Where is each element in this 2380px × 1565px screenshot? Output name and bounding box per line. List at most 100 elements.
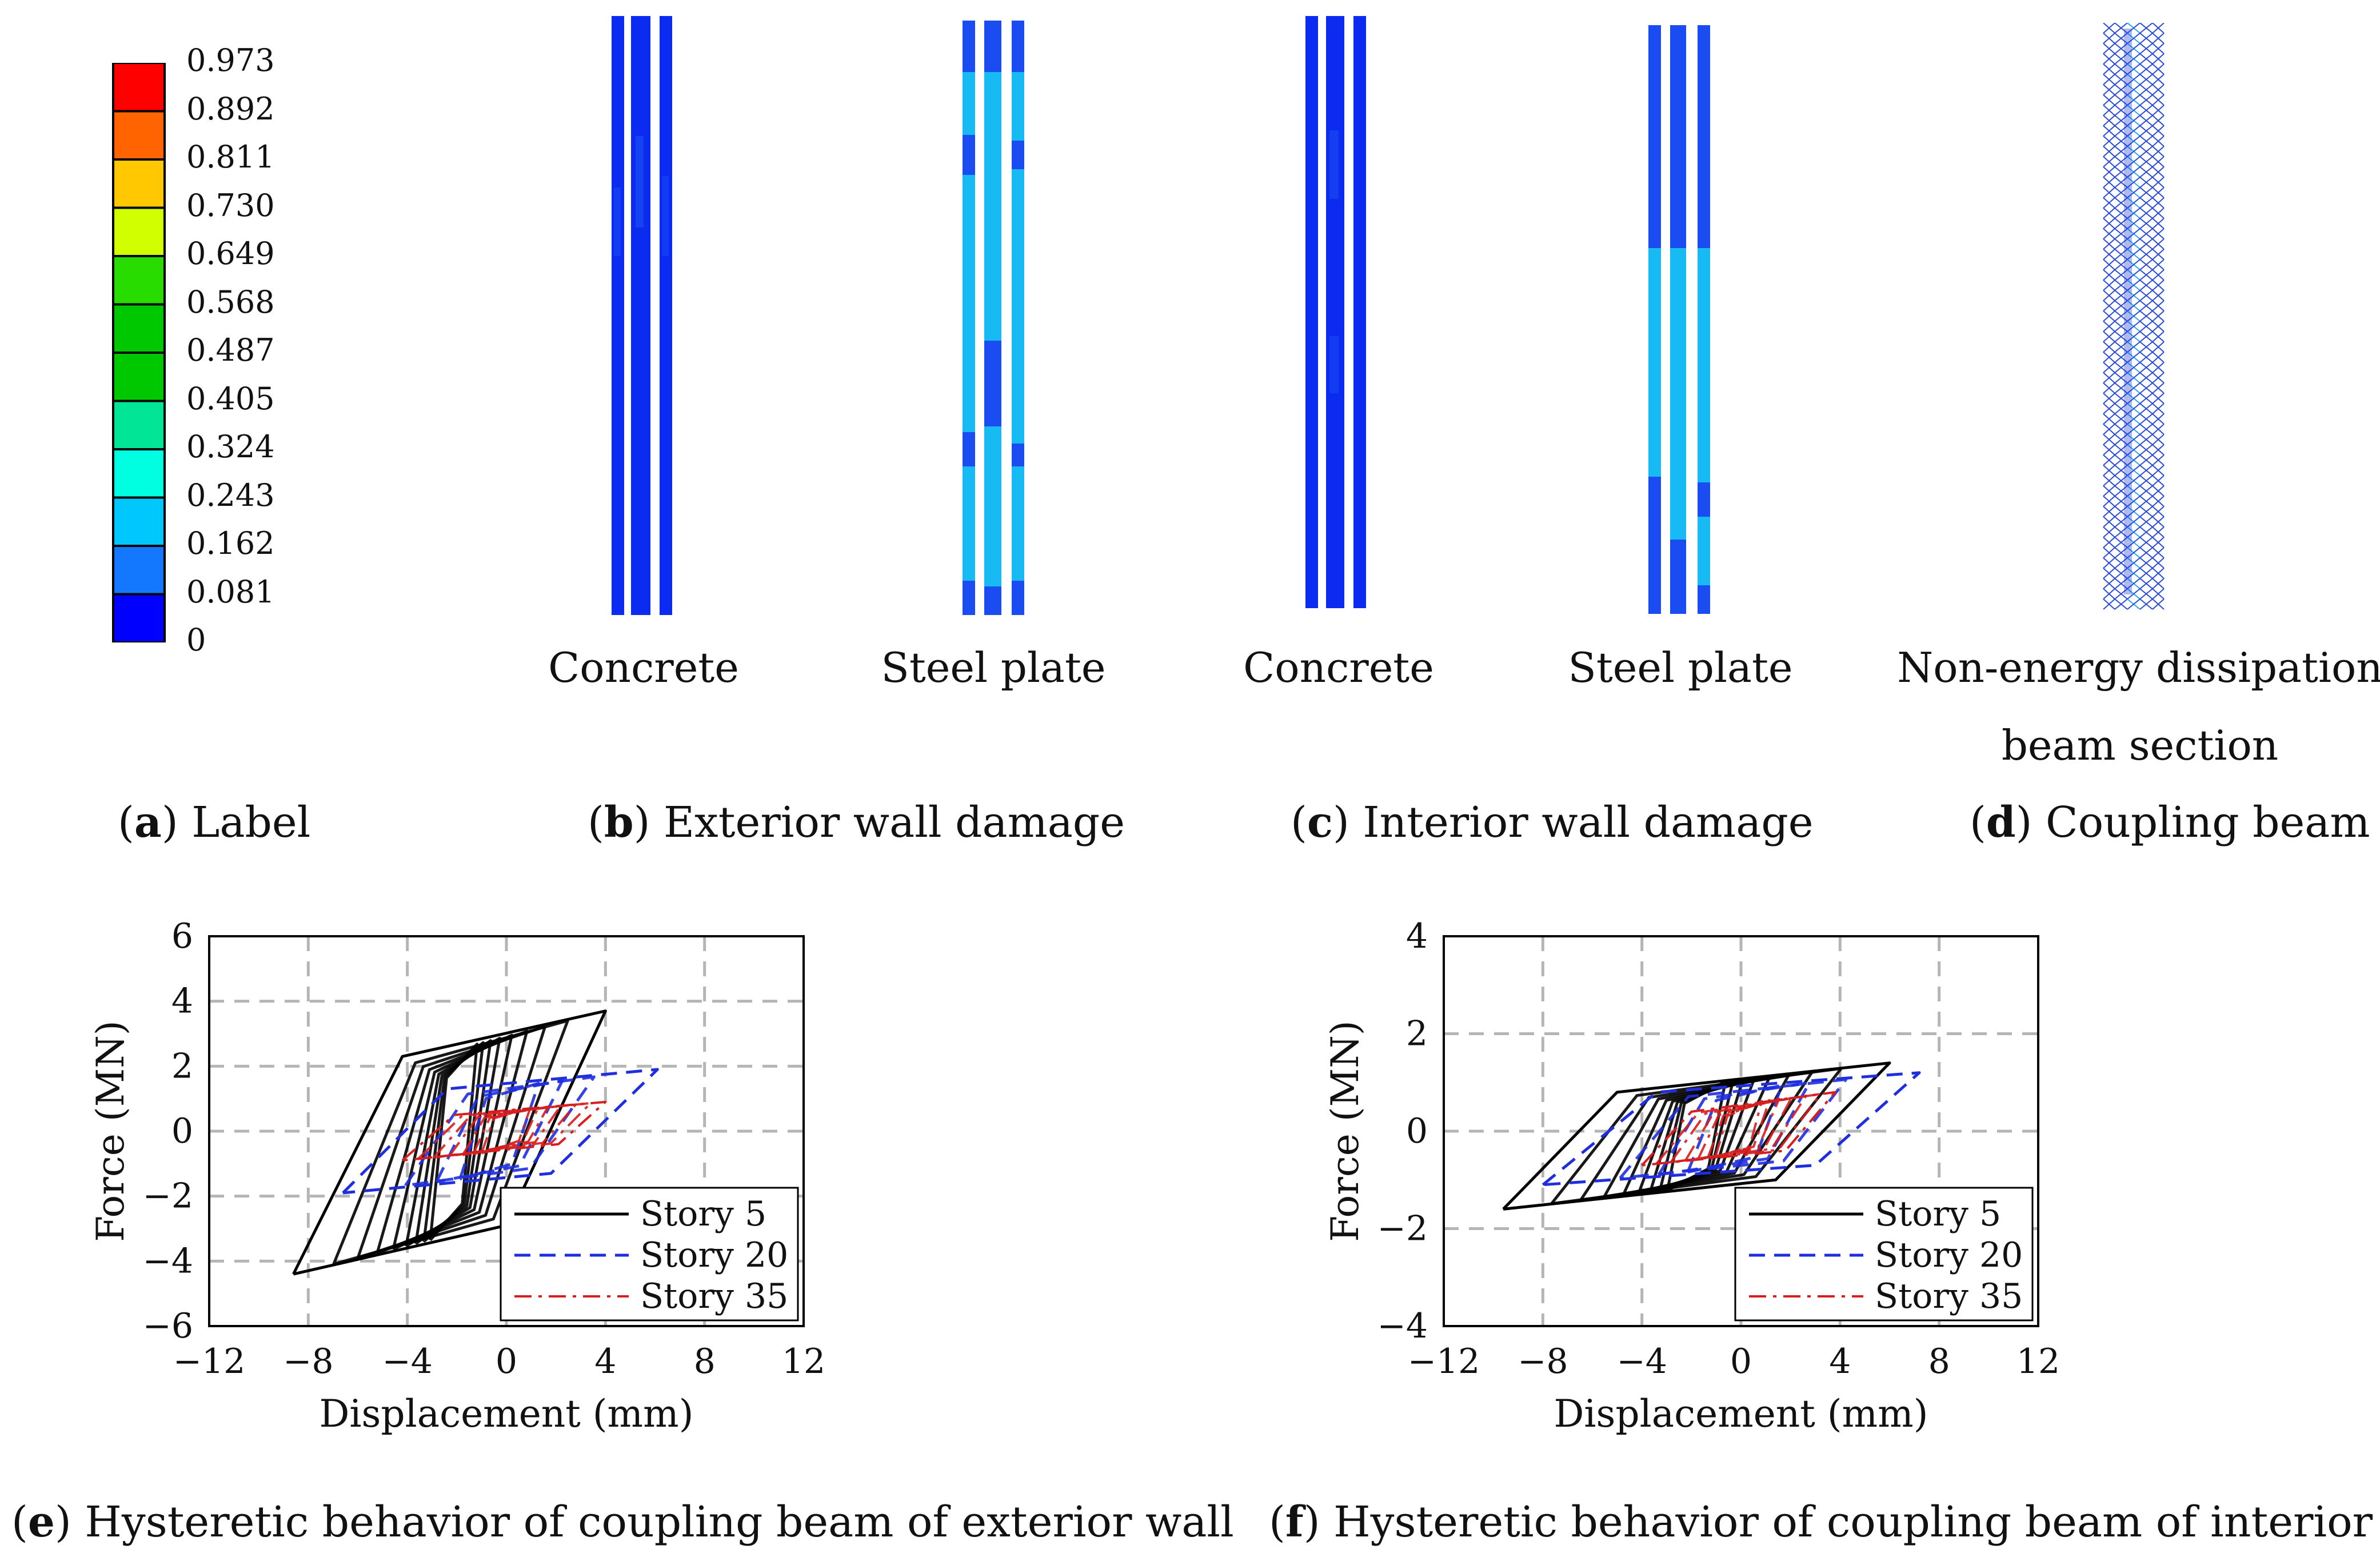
- hysteresis-cycle: [417, 1102, 592, 1160]
- caption-a: (a) Label: [118, 798, 311, 847]
- wall-strip: [1353, 16, 1366, 608]
- y-tick-label: −6: [143, 1306, 193, 1346]
- caption-d: (d) Coupling beam: [1970, 798, 2370, 847]
- colorbar-value: 0.081: [186, 573, 275, 610]
- wall-strip: [631, 16, 650, 615]
- series-story-35: [1641, 1091, 1836, 1167]
- hysteresis-cycle: [332, 1019, 569, 1265]
- y-tick-label: 2: [1406, 1014, 1428, 1054]
- colorbar-swatch: [112, 448, 166, 499]
- colorbar-swatch: [112, 303, 166, 354]
- legend-label: Story 35: [640, 1276, 788, 1316]
- caption-f: (f) Hysteretic behavior of coupling beam…: [1269, 1498, 2380, 1547]
- x-tick-label: 12: [2016, 1342, 2060, 1382]
- x-tick-label: −12: [173, 1342, 246, 1382]
- colorbar-value: 0.892: [186, 90, 275, 127]
- colorbar-value: 0: [186, 622, 206, 658]
- legend-label: Story 5: [640, 1194, 766, 1234]
- colorbar: [112, 62, 166, 644]
- x-tick-label: 12: [782, 1342, 825, 1382]
- colorbar-value: 0.649: [186, 235, 275, 272]
- colorbar-swatch: [112, 62, 166, 113]
- wall-strip: [1326, 16, 1344, 608]
- interior-concrete-wall: [1305, 16, 1366, 608]
- y-tick-label: −4: [143, 1241, 193, 1281]
- y-tick-label: 6: [171, 916, 193, 956]
- colorbar-value: 0.811: [186, 139, 275, 175]
- y-tick-label: 0: [1406, 1111, 1428, 1151]
- y-tick-label: 4: [1406, 916, 1428, 956]
- envelope-loop: [401, 1100, 607, 1162]
- hysteresis-cycle: [356, 1025, 547, 1260]
- y-tick-label: 4: [171, 981, 193, 1021]
- x-tick-label: 8: [694, 1342, 716, 1382]
- y-axis-title: Force (MN): [1323, 1020, 1367, 1241]
- wall-strip: [1305, 16, 1318, 608]
- wall-strip: [963, 21, 975, 615]
- envelope-loop: [1502, 1061, 1891, 1211]
- y-tick-label: 0: [171, 1111, 193, 1151]
- hysteresis-cycle: [1579, 1070, 1814, 1202]
- plot-frame: [208, 935, 805, 1327]
- colorbar-swatch: [112, 255, 166, 306]
- beam-label-line2: beam section: [2001, 721, 2279, 769]
- caption-c: (c) Interior wall damage: [1291, 798, 1814, 847]
- exterior-steel-label: Steel plate: [881, 644, 1106, 692]
- series-story-35: [401, 1100, 607, 1162]
- wall-strip: [1012, 21, 1024, 615]
- hysteresis-cycle: [461, 1105, 549, 1156]
- x-tick-label: 0: [1730, 1342, 1752, 1382]
- hysteresis-cycle: [458, 1081, 540, 1181]
- colorbar-swatch: [112, 545, 166, 596]
- x-tick-label: 4: [594, 1342, 616, 1382]
- exterior-steel-wall: [963, 21, 1024, 615]
- legend-label: Story 35: [1875, 1276, 2023, 1316]
- wall-strip: [984, 21, 1001, 615]
- colorbar-value: 0.405: [186, 380, 275, 417]
- colorbar-value: 0.730: [186, 187, 275, 223]
- hysteresis-cycle: [376, 1029, 529, 1255]
- x-tick-label: −12: [1408, 1342, 1480, 1382]
- interior-concrete-label: Concrete: [1243, 644, 1434, 692]
- plot-frame: [1443, 935, 2039, 1327]
- interior-steel-label: Steel plate: [1568, 644, 1793, 692]
- hysteresis-cycle: [1670, 1094, 1807, 1164]
- beam-label-line1: Non-energy dissipation: [1897, 644, 2380, 692]
- colorbar-swatches: [112, 62, 166, 644]
- chart-exterior-hysteresis: −12 −8 −4 0 4 8 12 −6 −4 −2 0 2 4 6 Displacement (mm) F…: [89, 916, 825, 1436]
- colorbar-swatch: [112, 110, 166, 161]
- x-axis-title: Displacement (mm): [1554, 1392, 1928, 1436]
- colorbar-value: 0.973: [186, 42, 275, 78]
- hysteresis-cycle: [1706, 1099, 1771, 1160]
- x-tick-label: 0: [496, 1342, 517, 1382]
- y-axis-title: Force (MN): [89, 1020, 133, 1241]
- colorbar-value: 0.487: [186, 332, 275, 368]
- envelope-loop: [342, 1068, 659, 1195]
- y-tick-label: −4: [1377, 1306, 1428, 1346]
- exterior-concrete-label: Concrete: [548, 644, 739, 692]
- x-tick-label: −8: [1518, 1342, 1568, 1382]
- caption-b: (b) Exterior wall damage: [588, 798, 1125, 847]
- colorbar-swatch: [112, 158, 166, 209]
- coupling-beam-mesh: [2103, 23, 2165, 610]
- colorbar-value: 0.243: [186, 477, 275, 513]
- y-tick-label: 2: [171, 1046, 193, 1086]
- hysteresis-cycle: [1696, 1097, 1780, 1161]
- hysteresis-cycle: [404, 1075, 596, 1187]
- hysteresis-cycle: [1655, 1092, 1822, 1165]
- exterior-concrete-wall: [612, 16, 672, 615]
- legend-label: Story 20: [1875, 1235, 2023, 1275]
- x-axis-title: Displacement (mm): [320, 1392, 694, 1436]
- legend-label: Story 20: [640, 1235, 788, 1275]
- hysteresis-cycle: [1714, 1100, 1763, 1159]
- legend-label: Story 5: [1875, 1194, 2001, 1234]
- x-tick-label: −4: [1616, 1342, 1667, 1382]
- x-tick-label: −8: [283, 1342, 333, 1382]
- hysteresis-cycle: [480, 1107, 532, 1155]
- caption-e: (e) Hysteretic behavior of coupling beam…: [11, 1498, 1234, 1547]
- x-tick-label: 4: [1829, 1342, 1851, 1382]
- x-tick-label: 8: [1928, 1342, 1950, 1382]
- colorbar-swatch: [112, 496, 166, 547]
